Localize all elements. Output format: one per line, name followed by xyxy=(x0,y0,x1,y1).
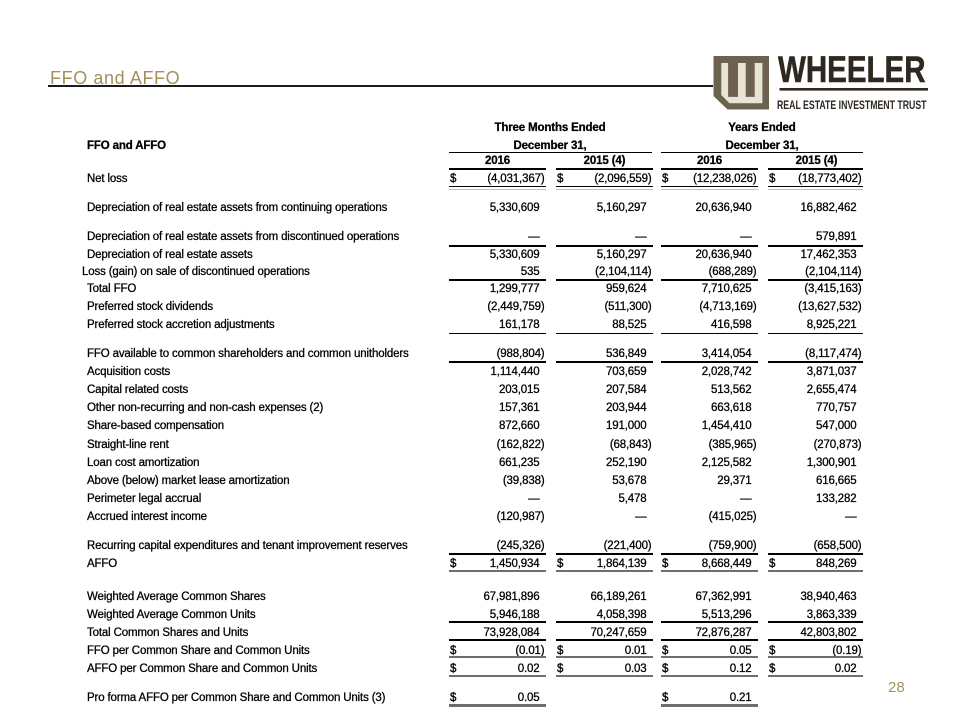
svg-text:WHEELER: WHEELER xyxy=(778,50,926,90)
svg-text:REAL ESTATE INVESTMENT TRUST: REAL ESTATE INVESTMENT TRUST xyxy=(777,98,927,112)
